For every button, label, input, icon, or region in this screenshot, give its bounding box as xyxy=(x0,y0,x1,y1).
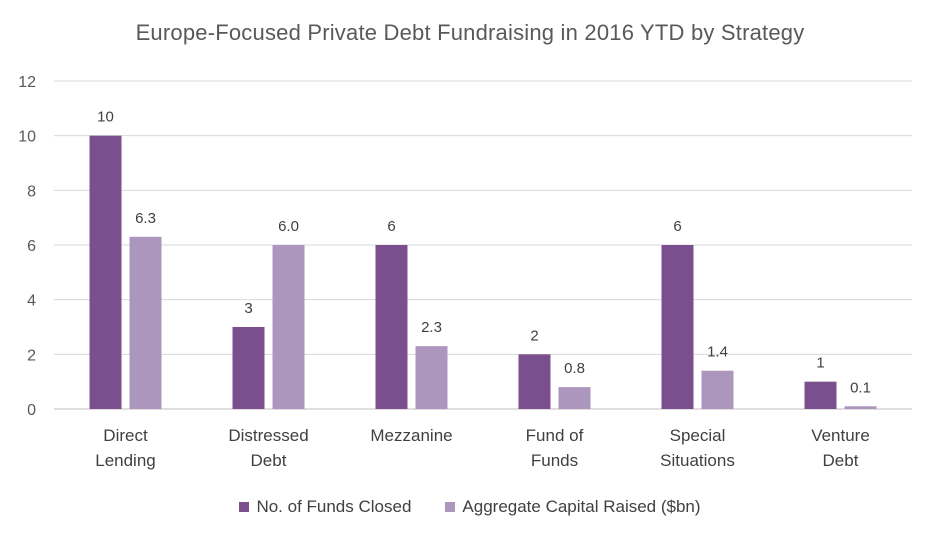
legend-item-funds-closed: No. of Funds Closed xyxy=(239,497,411,517)
bar-funds-closed-0 xyxy=(89,135,122,409)
data-label-capital-raised-0: 6.3 xyxy=(135,210,156,227)
y-tick-label-4: 4 xyxy=(27,293,36,310)
x-axis-categories: Direct Lending Distressed Debt Mezzanine Fund… xyxy=(95,426,870,470)
category-label-5: Venture xyxy=(811,426,870,445)
data-label-funds-closed-0: 10 xyxy=(97,109,114,126)
bar-capital-raised-2 xyxy=(415,346,448,409)
data-label-funds-closed-3: 2 xyxy=(530,327,538,344)
bar-capital-raised-4 xyxy=(701,370,734,409)
y-tick-label-2: 2 xyxy=(27,347,36,364)
data-label-funds-closed-2: 6 xyxy=(387,218,395,235)
data-labels: 10 6.3 3 6.0 6 2.3 2 0.8 6 1.4 1 0.1 xyxy=(97,109,871,397)
bar-funds-closed-1 xyxy=(232,327,265,409)
data-label-capital-raised-4: 1.4 xyxy=(707,344,728,361)
bar-capital-raised-3 xyxy=(558,387,591,409)
category-label-1: Distressed xyxy=(228,426,308,445)
category-label-2: Mezzanine xyxy=(370,426,452,445)
y-tick-label-8: 8 xyxy=(27,183,36,200)
category-label-0: Lending xyxy=(95,451,156,470)
data-label-capital-raised-2: 2.3 xyxy=(421,319,442,336)
gridlines xyxy=(54,80,912,410)
y-tick-label-6: 6 xyxy=(27,238,36,255)
y-tick-label-10: 10 xyxy=(18,129,36,146)
bars xyxy=(89,135,877,409)
category-label-4: Situations xyxy=(660,451,735,470)
category-label-1: Debt xyxy=(251,451,287,470)
data-label-capital-raised-1: 6.0 xyxy=(278,218,299,235)
y-tick-label-0: 0 xyxy=(27,402,36,419)
y-axis-ticks: 0 2 4 6 8 10 12 xyxy=(18,74,36,419)
category-label-5: Debt xyxy=(823,451,859,470)
bar-funds-closed-2 xyxy=(375,245,408,409)
category-label-4: Special xyxy=(670,426,726,445)
data-label-capital-raised-3: 0.8 xyxy=(564,360,585,377)
legend-item-capital-raised: Aggregate Capital Raised ($bn) xyxy=(445,497,701,517)
bar-capital-raised-1 xyxy=(272,245,305,409)
category-label-3: Fund of xyxy=(526,426,584,445)
bar-capital-raised-5 xyxy=(844,406,877,409)
category-label-3: Funds xyxy=(531,451,578,470)
y-tick-label-12: 12 xyxy=(18,74,36,91)
bar-funds-closed-4 xyxy=(661,245,694,409)
legend-label-funds-closed: No. of Funds Closed xyxy=(256,497,412,516)
legend: No. of Funds Closed Aggregate Capital Ra… xyxy=(0,497,940,517)
bar-funds-closed-3 xyxy=(518,354,551,409)
data-label-funds-closed-1: 3 xyxy=(244,300,252,317)
legend-label-capital-raised: Aggregate Capital Raised ($bn) xyxy=(462,497,701,516)
bar-funds-closed-5 xyxy=(804,381,837,409)
legend-swatch-funds-closed xyxy=(239,502,250,512)
bar-capital-raised-0 xyxy=(129,236,162,409)
data-label-capital-raised-5: 0.1 xyxy=(850,379,871,396)
chart-title: Europe-Focused Private Debt Fundraising … xyxy=(135,20,805,45)
data-label-funds-closed-5: 1 xyxy=(816,355,824,372)
category-label-0: Direct xyxy=(103,426,148,445)
data-label-funds-closed-4: 6 xyxy=(673,218,681,235)
legend-swatch-capital-raised xyxy=(445,502,456,512)
